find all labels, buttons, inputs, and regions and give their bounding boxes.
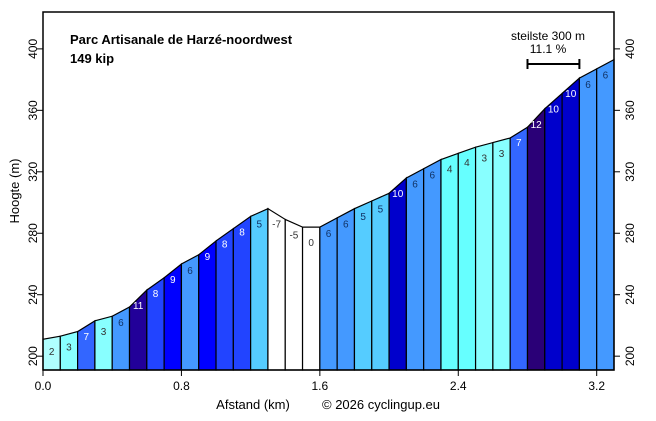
y-tick-label-left: 320 <box>26 161 40 181</box>
grade-label: 3 <box>499 149 505 160</box>
grade-label: -5 <box>289 230 298 241</box>
grade-segment <box>353 200 373 371</box>
grade-label: 6 <box>118 318 124 329</box>
grade-label: 0 <box>308 238 314 249</box>
y-tick-label-right: 360 <box>623 100 637 120</box>
grade-segment <box>94 315 113 371</box>
grade-segment <box>388 176 407 371</box>
grade-segment <box>492 137 511 371</box>
grade-label: 3 <box>481 154 487 165</box>
credit: © 2026 cyclingup.eu <box>322 397 440 412</box>
grade-label: 6 <box>585 80 591 91</box>
chart-subtitle: 149 kip <box>70 51 114 66</box>
grade-label: 6 <box>343 220 349 231</box>
grade-label: 6 <box>412 180 418 191</box>
grade-label: 8 <box>222 240 228 251</box>
y-tick-label-left: 400 <box>26 39 40 59</box>
y-tick-label-left: 240 <box>26 284 40 304</box>
x-tick-label: 3.2 <box>588 379 605 393</box>
grade-label: 7 <box>516 138 522 149</box>
grade-label: 8 <box>153 289 159 300</box>
grade-label: 12 <box>531 120 543 131</box>
x-axis-label: Afstand (km) <box>216 397 290 412</box>
x-tick-label: 2.4 <box>450 379 467 393</box>
grade-label: 3 <box>66 343 72 354</box>
grade-segment <box>250 207 269 371</box>
y-tick-label-right: 320 <box>623 161 637 181</box>
steepest-value: 11.1 % <box>530 42 567 56</box>
grade-label: 7 <box>83 332 89 343</box>
grade-label: 4 <box>464 158 470 169</box>
grade-label: 9 <box>170 275 176 286</box>
grade-segment <box>509 126 529 371</box>
grade-segment <box>544 92 563 371</box>
chart-title: Parc Artisanale de Harzé-noordwest <box>70 32 293 47</box>
grade-label: 5 <box>360 212 366 223</box>
grade-label: 5 <box>378 204 384 215</box>
grade-label: 6 <box>603 71 609 82</box>
grade-segment <box>319 216 338 371</box>
grade-segment <box>457 146 477 371</box>
plot-frame <box>42 11 615 371</box>
grade-label: 10 <box>565 89 577 100</box>
grade-segment <box>423 158 442 371</box>
grade-label: 5 <box>257 220 263 231</box>
grade-segment <box>440 152 459 371</box>
x-tick-label: 0.0 <box>35 379 52 393</box>
grade-segment <box>526 107 546 371</box>
grade-segment <box>596 58 615 371</box>
grade-label: 6 <box>326 229 332 240</box>
y-tick-label-right: 240 <box>623 284 637 304</box>
grade-segment <box>578 67 598 371</box>
grade-label: 8 <box>239 227 245 238</box>
grade-segment <box>111 306 131 371</box>
grade-label: 6 <box>187 266 193 277</box>
y-axis-label: Hoogte (m) <box>7 158 22 223</box>
grade-label: 6 <box>430 171 436 182</box>
grade-label: 10 <box>392 189 404 200</box>
grade-label: 9 <box>205 252 211 263</box>
grade-segment <box>474 141 494 371</box>
y-tick-label-right: 200 <box>623 346 637 366</box>
y-tick-label-right: 280 <box>623 223 637 243</box>
grade-segment <box>77 319 96 371</box>
grade-segment <box>405 167 425 371</box>
grade-segment <box>284 218 304 371</box>
steepest-label: steilste 300 m <box>511 29 585 43</box>
grade-label: 10 <box>548 104 560 115</box>
grade-segment <box>561 76 580 371</box>
grade-segment <box>336 207 356 371</box>
y-tick-label-left: 360 <box>26 100 40 120</box>
y-tick-label-left: 200 <box>26 346 40 366</box>
x-tick-label: 0.8 <box>173 379 190 393</box>
grade-segment <box>371 192 390 371</box>
grade-label: 11 <box>133 301 144 312</box>
y-tick-label-left: 280 <box>26 223 40 243</box>
grade-segment <box>267 207 286 371</box>
y-tick-label-right: 400 <box>623 39 637 59</box>
grade-label: -7 <box>272 220 281 231</box>
grade-label: 3 <box>101 327 107 338</box>
grade-label: 4 <box>447 164 453 175</box>
x-tick-label: 1.6 <box>312 379 329 393</box>
grade-segment <box>232 215 252 371</box>
grade-label: 2 <box>49 347 55 358</box>
